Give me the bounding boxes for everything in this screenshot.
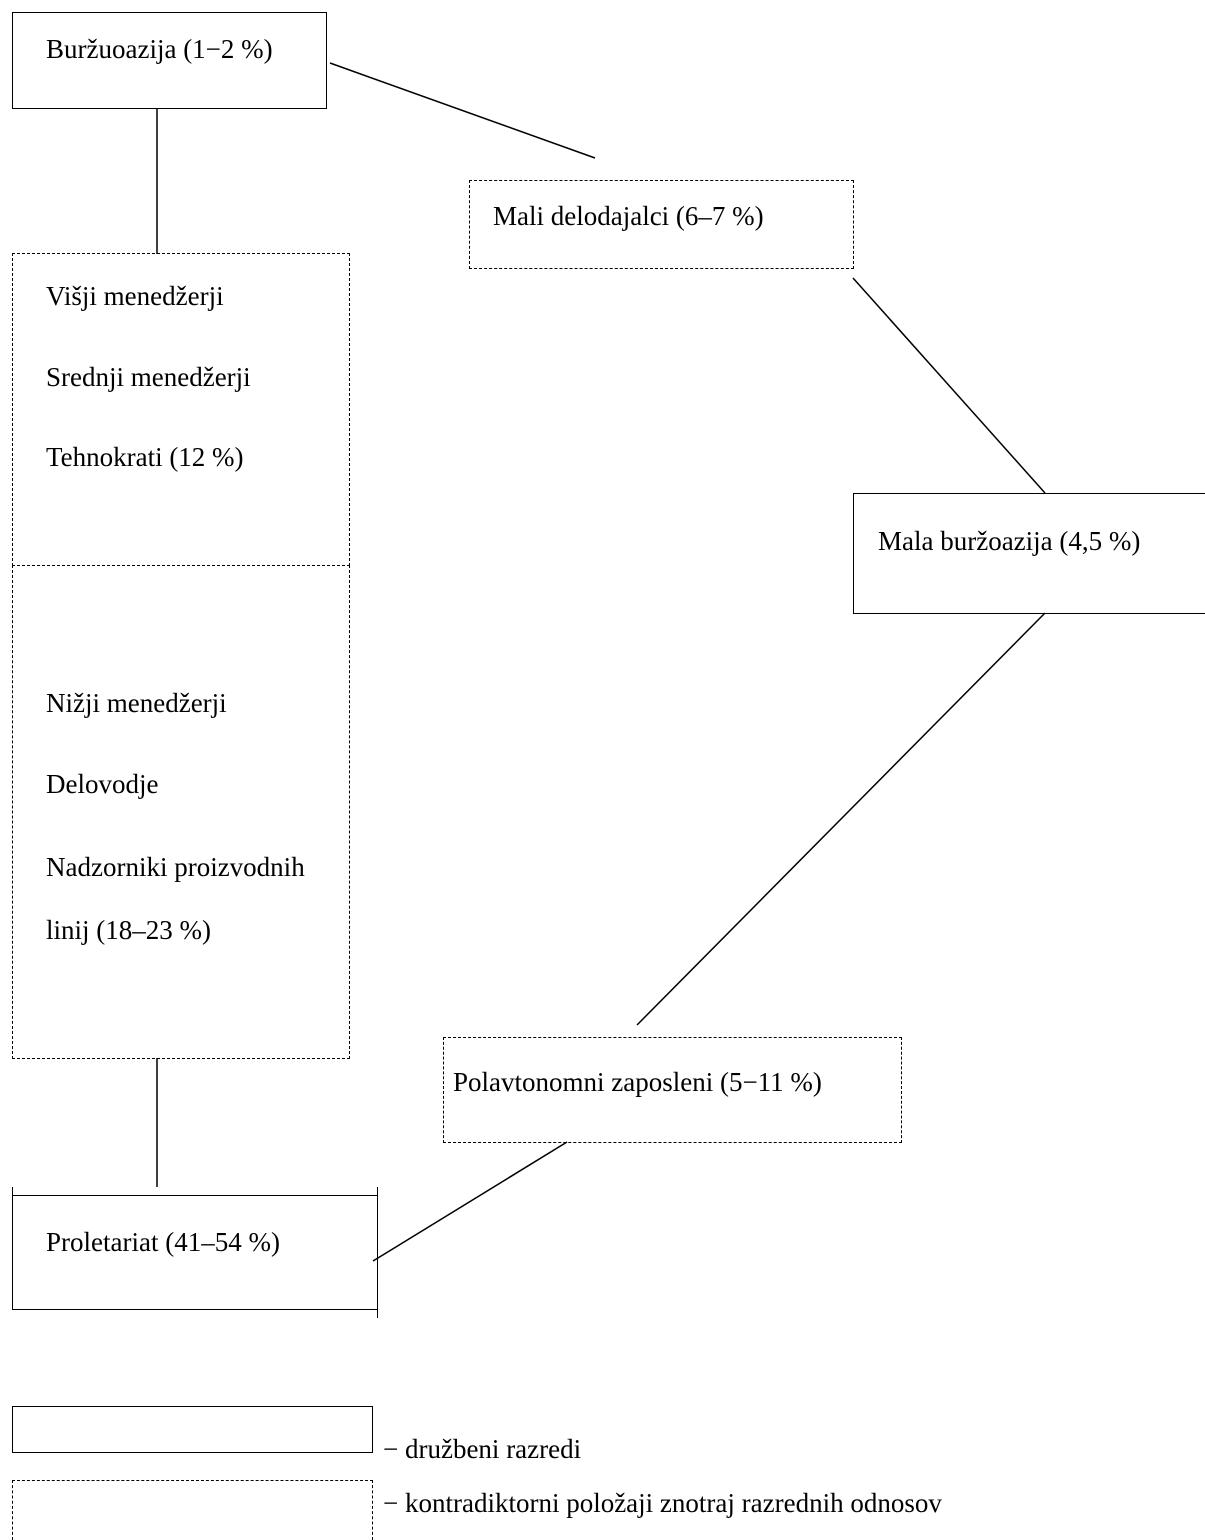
legend-dashed-swatch xyxy=(12,1480,373,1540)
mala-burzoazija-box xyxy=(853,493,1205,614)
mali-delodajalci-label: Mali delodajalci (6–7 %) xyxy=(493,201,764,231)
burzoazija-box xyxy=(12,12,327,109)
upper-managers-box xyxy=(12,253,350,566)
burzoazija-label: Buržuoazija (1−2 %) xyxy=(46,34,273,64)
mali-delodajalci-box xyxy=(469,180,854,269)
proletariat-box xyxy=(12,1195,377,1310)
line-mala-burzoazija-polavtonomni xyxy=(636,612,1046,1026)
line-mali-delodajalci-mala-burzoazija xyxy=(852,277,1046,494)
visji-menedzerji-label: Višji menedžerji xyxy=(46,281,224,311)
legend-solid-label: − družbeni razredi xyxy=(383,1434,582,1464)
line-burzoazija-mali-delodajalci xyxy=(329,62,596,159)
proletariat-label: Proletariat (41–54 %) xyxy=(46,1227,280,1257)
nadzorniki-label-line1: Nadzorniki proizvodnih xyxy=(46,852,305,882)
srednji-menedzerji-label: Srednji menedžerji xyxy=(46,362,251,392)
legend-solid-swatch xyxy=(12,1406,373,1453)
polavtonomni-box xyxy=(443,1037,902,1143)
nizji-menedzerji-label: Nižji menedžerji xyxy=(46,688,227,718)
proletariat-left-edge xyxy=(12,1187,13,1310)
proletariat-right-edge xyxy=(377,1187,378,1318)
line-polavtonomni-proletariat xyxy=(372,1141,568,1262)
mala-burzoazija-label: Mala buržoazija (4,5 %) xyxy=(878,526,1141,556)
lower-managers-box xyxy=(12,565,350,1059)
tehnokrati-label: Tehnokrati (12 %) xyxy=(46,442,244,472)
nadzorniki-label-line2: linij (18–23 %) xyxy=(46,915,211,945)
legend-dashed-label: − kontradiktorni položaji znotraj razred… xyxy=(383,1488,942,1518)
polavtonomni-label: Polavtonomni zaposleni (5−11 %) xyxy=(453,1067,822,1097)
delovodje-label: Delovodje xyxy=(46,769,159,799)
